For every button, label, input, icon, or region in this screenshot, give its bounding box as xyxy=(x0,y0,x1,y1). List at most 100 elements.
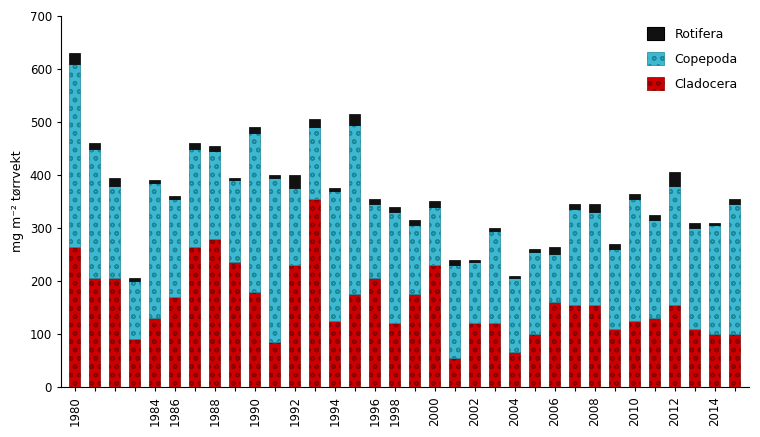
Bar xyxy=(290,188,300,265)
Bar xyxy=(189,143,201,149)
Bar xyxy=(249,133,261,291)
Bar xyxy=(429,207,440,265)
Bar xyxy=(730,199,740,204)
Bar xyxy=(590,204,600,212)
Bar xyxy=(629,199,641,321)
Bar xyxy=(230,180,240,262)
Bar xyxy=(530,252,540,334)
Bar xyxy=(590,212,600,305)
Bar xyxy=(489,323,500,387)
Bar xyxy=(309,199,321,387)
Bar xyxy=(730,204,740,334)
Bar xyxy=(109,278,120,387)
Bar xyxy=(530,334,540,387)
Bar xyxy=(369,204,381,278)
Bar xyxy=(230,262,240,387)
Bar xyxy=(270,342,280,387)
Bar xyxy=(470,262,480,323)
Bar xyxy=(569,305,581,387)
Bar xyxy=(169,196,180,199)
Bar xyxy=(670,186,680,305)
Bar xyxy=(410,220,420,225)
Bar xyxy=(470,260,480,262)
Bar xyxy=(249,127,261,133)
Bar xyxy=(270,178,280,342)
Bar xyxy=(189,246,201,387)
Bar xyxy=(210,239,220,387)
Bar xyxy=(590,305,600,387)
Bar xyxy=(329,321,340,387)
Bar xyxy=(329,191,340,321)
Bar xyxy=(689,329,701,387)
Bar xyxy=(649,318,660,387)
Bar xyxy=(670,305,680,387)
Bar xyxy=(649,220,660,318)
Bar xyxy=(489,231,500,323)
Bar xyxy=(150,183,160,318)
Bar xyxy=(90,278,100,387)
Bar xyxy=(549,302,560,387)
Bar xyxy=(69,53,81,64)
Bar xyxy=(649,215,660,220)
Bar xyxy=(470,323,480,387)
Bar xyxy=(270,175,280,178)
Bar xyxy=(309,119,321,127)
Bar xyxy=(369,199,381,204)
Bar xyxy=(350,114,360,125)
Bar xyxy=(569,209,581,305)
Bar xyxy=(69,64,81,246)
Bar xyxy=(449,260,461,265)
Bar xyxy=(689,228,701,329)
Bar xyxy=(129,339,141,387)
Bar xyxy=(549,246,560,254)
Bar xyxy=(109,178,120,186)
Bar xyxy=(189,149,201,246)
Bar xyxy=(489,228,500,231)
Bar xyxy=(389,212,401,323)
Bar xyxy=(709,334,720,387)
Bar xyxy=(549,254,560,302)
Bar xyxy=(350,125,360,294)
Bar xyxy=(410,225,420,294)
Bar xyxy=(709,225,720,334)
Bar xyxy=(610,244,620,249)
Bar xyxy=(249,291,261,387)
Bar xyxy=(210,146,220,151)
Bar xyxy=(90,149,100,278)
Bar xyxy=(530,249,540,252)
Bar xyxy=(309,127,321,199)
Bar xyxy=(610,329,620,387)
Bar xyxy=(629,194,641,199)
Bar xyxy=(350,294,360,387)
Bar xyxy=(150,180,160,183)
Bar xyxy=(429,265,440,387)
Bar xyxy=(509,352,521,387)
Bar xyxy=(730,334,740,387)
Bar xyxy=(129,281,141,339)
Bar xyxy=(169,297,180,387)
Bar xyxy=(410,294,420,387)
Bar xyxy=(629,321,641,387)
Bar xyxy=(709,223,720,225)
Bar xyxy=(329,188,340,191)
Bar xyxy=(509,278,521,352)
Bar xyxy=(610,249,620,329)
Bar xyxy=(569,204,581,209)
Bar xyxy=(389,207,401,212)
Bar xyxy=(290,265,300,387)
Bar xyxy=(129,278,141,281)
Bar xyxy=(449,358,461,387)
Bar xyxy=(210,151,220,239)
Bar xyxy=(369,278,381,387)
Bar xyxy=(689,223,701,228)
Y-axis label: mg m⁻² tørrvekt: mg m⁻² tørrvekt xyxy=(11,151,24,252)
Bar xyxy=(389,323,401,387)
Bar xyxy=(150,318,160,387)
Bar xyxy=(69,246,81,387)
Bar xyxy=(109,186,120,278)
Bar xyxy=(449,265,461,358)
Bar xyxy=(290,175,300,188)
Bar xyxy=(670,172,680,186)
Bar xyxy=(429,201,440,207)
Bar xyxy=(90,143,100,149)
